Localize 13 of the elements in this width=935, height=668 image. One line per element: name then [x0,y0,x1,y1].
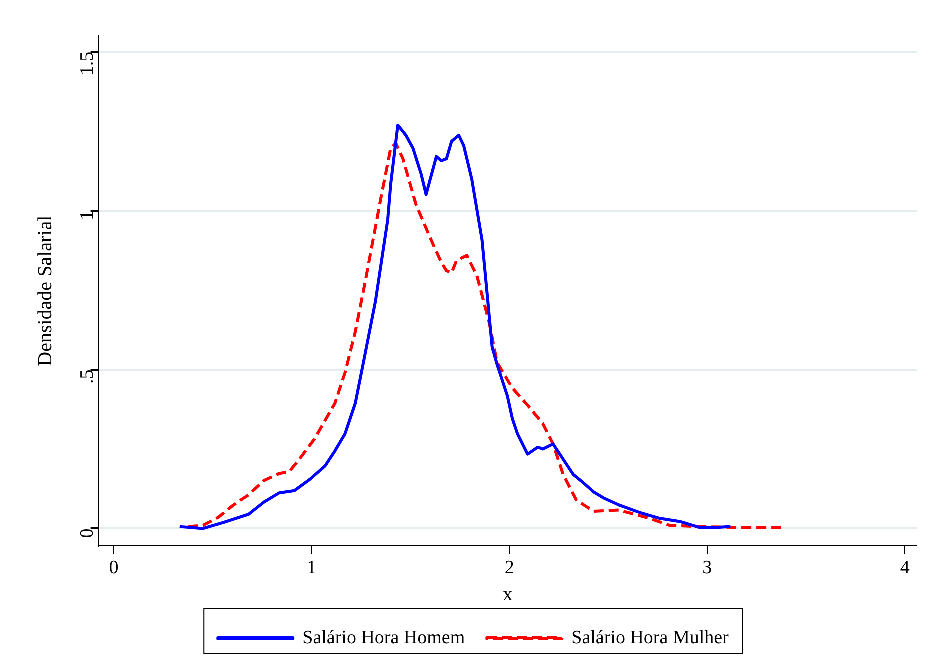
x-tick-label: 0 [109,558,119,579]
x-axis-title: x [502,583,513,606]
y-axis-title: Densidade Salarial [34,215,56,366]
legend-label: Salário Hora Homem [302,627,466,648]
y-tick-label: 0 [76,528,98,538]
x-tick-label: 2 [504,558,514,579]
y-tick-label: .5 [76,370,98,384]
y-tick-label: 1.5 [76,52,98,76]
x-tick-label: 4 [900,558,910,579]
legend-label: Salário Hora Mulher [572,627,730,648]
y-tick-label: 1 [76,210,98,220]
x-tick-label: 1 [307,558,317,579]
x-tick-label: 3 [702,558,712,579]
